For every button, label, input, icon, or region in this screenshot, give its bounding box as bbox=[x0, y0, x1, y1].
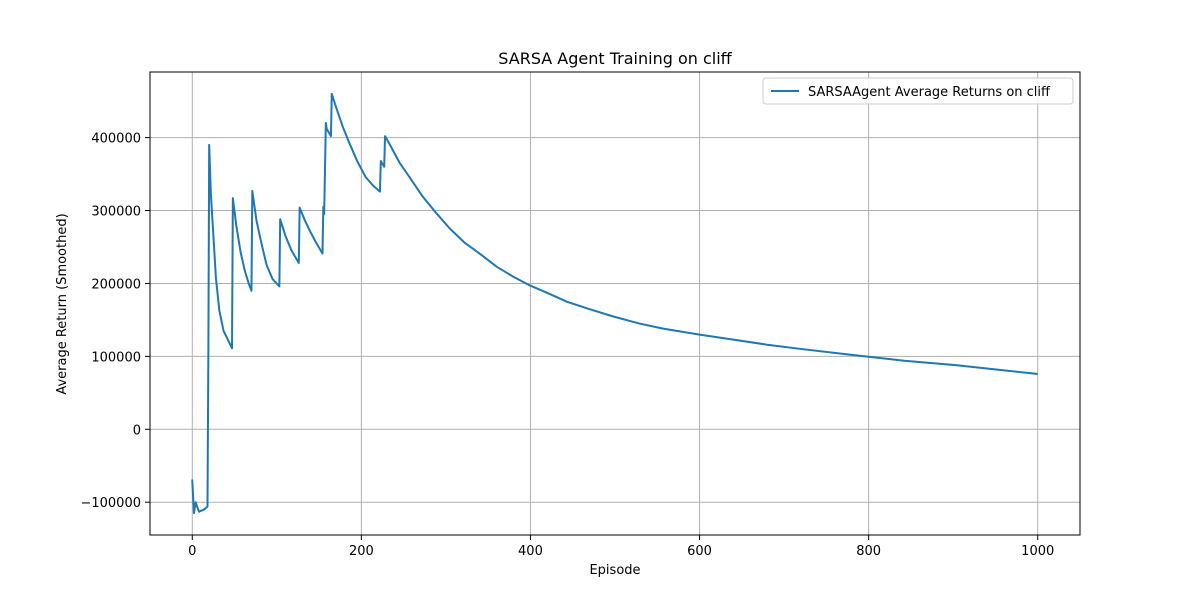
axes-frame bbox=[149, 71, 1081, 536]
x-tick-label: 1000 bbox=[1021, 544, 1054, 559]
y-tick-label: 300000 bbox=[91, 205, 141, 220]
x-axis-ticks: 0 200 400 600 800 1000 bbox=[188, 535, 1054, 559]
y-axis-label: Average Return (Smoothed) bbox=[55, 213, 70, 394]
legend-box bbox=[762, 77, 1074, 105]
x-tick-label: 200 bbox=[349, 544, 374, 559]
legend: SARSAAgent Average Returns on cliff bbox=[762, 77, 1074, 105]
x-tick-label: 800 bbox=[856, 544, 881, 559]
y-tick-label: −100000 bbox=[80, 496, 141, 511]
y-tick-label: 0 bbox=[133, 423, 141, 438]
series-layer bbox=[191, 92, 1038, 515]
y-tick-label: 100000 bbox=[91, 350, 141, 365]
y-tick-label: 400000 bbox=[91, 132, 141, 147]
y-tick-label: 200000 bbox=[91, 277, 141, 292]
legend-label: SARSAAgent Average Returns on cliff bbox=[808, 85, 1051, 100]
x-tick-label: 400 bbox=[518, 544, 543, 559]
grid bbox=[150, 72, 1080, 535]
series-line-0 bbox=[191, 92, 1038, 515]
y-axis-ticks: −100000 0 100000 200000 300000 400000 bbox=[80, 132, 150, 511]
x-tick-label: 0 bbox=[188, 544, 196, 559]
x-tick-label: 600 bbox=[687, 544, 712, 559]
x-axis-label: Episode bbox=[589, 563, 640, 578]
chart-title: SARSA Agent Training on cliff bbox=[498, 49, 732, 68]
